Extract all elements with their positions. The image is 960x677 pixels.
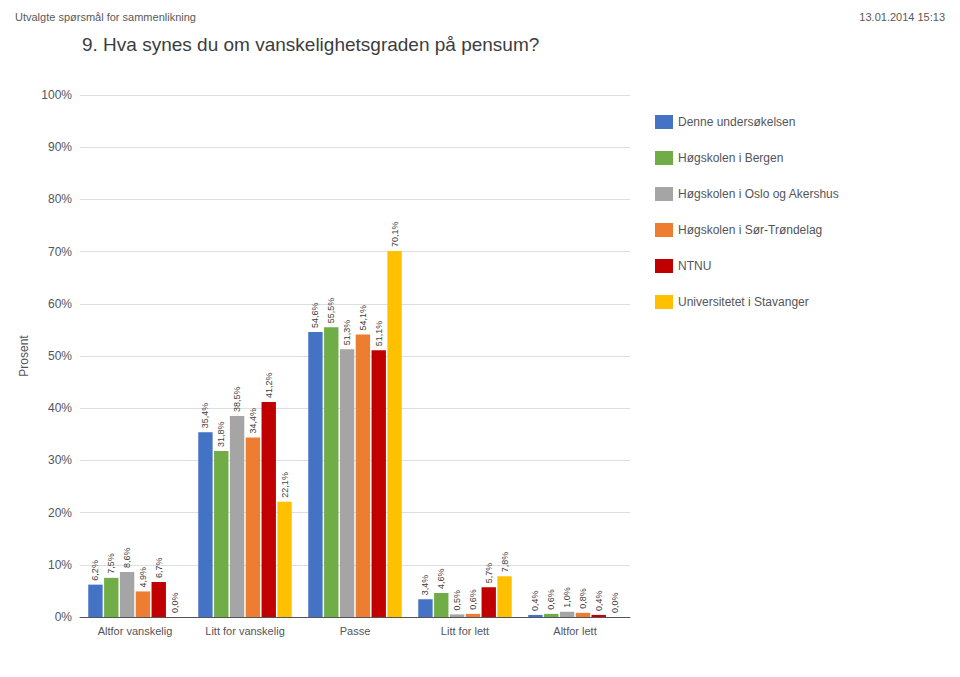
- svg-text:Universitetet i Stavanger: Universitetet i Stavanger: [678, 295, 809, 309]
- svg-text:55,5%: 55,5%: [326, 298, 336, 324]
- svg-text:Litt for vanskelig: Litt for vanskelig: [205, 625, 284, 637]
- svg-text:40%: 40%: [48, 401, 72, 415]
- svg-text:7,8%: 7,8%: [500, 552, 510, 573]
- svg-text:0,6%: 0,6%: [468, 589, 478, 610]
- svg-text:Utvalgte spørsmål for sammenli: Utvalgte spørsmål for sammenlikning: [15, 11, 196, 23]
- svg-text:Passe: Passe: [340, 625, 371, 637]
- svg-text:0,0%: 0,0%: [170, 592, 180, 613]
- svg-text:70%: 70%: [48, 245, 72, 259]
- svg-text:4,9%: 4,9%: [138, 567, 148, 588]
- svg-text:41,2%: 41,2%: [264, 372, 274, 398]
- svg-text:Altfor lett: Altfor lett: [553, 625, 596, 637]
- svg-text:Denne undersøkelsen: Denne undersøkelsen: [678, 115, 795, 129]
- svg-text:Litt for lett: Litt for lett: [441, 625, 489, 637]
- svg-text:10%: 10%: [48, 558, 72, 572]
- svg-text:51,1%: 51,1%: [374, 321, 384, 347]
- svg-text:54,6%: 54,6%: [310, 302, 320, 328]
- svg-text:Altfor vanskelig: Altfor vanskelig: [98, 625, 173, 637]
- svg-text:51,3%: 51,3%: [342, 320, 352, 346]
- svg-text:34,4%: 34,4%: [248, 408, 258, 434]
- svg-text:70,1%: 70,1%: [390, 222, 400, 248]
- svg-text:90%: 90%: [48, 140, 72, 154]
- svg-text:0,6%: 0,6%: [546, 589, 556, 610]
- svg-text:35,4%: 35,4%: [200, 403, 210, 429]
- svg-text:38,5%: 38,5%: [232, 386, 242, 412]
- svg-text:3,4%: 3,4%: [420, 575, 430, 596]
- svg-text:20%: 20%: [48, 506, 72, 520]
- svg-text:0%: 0%: [55, 610, 73, 624]
- svg-text:NTNU: NTNU: [678, 259, 711, 273]
- svg-text:0,8%: 0,8%: [578, 588, 588, 609]
- svg-text:30%: 30%: [48, 453, 72, 467]
- svg-text:100%: 100%: [41, 88, 72, 102]
- svg-text:Prosent: Prosent: [17, 335, 31, 377]
- svg-text:0,0%: 0,0%: [610, 592, 620, 613]
- svg-text:31,8%: 31,8%: [216, 421, 226, 447]
- svg-text:0,4%: 0,4%: [530, 590, 540, 611]
- svg-text:0,4%: 0,4%: [594, 590, 604, 611]
- svg-text:6,7%: 6,7%: [154, 558, 164, 579]
- svg-text:60%: 60%: [48, 297, 72, 311]
- svg-text:80%: 80%: [48, 192, 72, 206]
- svg-text:0,5%: 0,5%: [452, 590, 462, 611]
- svg-text:6,2%: 6,2%: [90, 560, 100, 581]
- svg-text:8,6%: 8,6%: [122, 548, 132, 569]
- svg-text:1,0%: 1,0%: [562, 587, 572, 608]
- svg-text:22,1%: 22,1%: [280, 472, 290, 498]
- svg-text:50%: 50%: [48, 349, 72, 363]
- svg-text:Høgskolen i Bergen: Høgskolen i Bergen: [678, 151, 783, 165]
- svg-text:54,1%: 54,1%: [358, 305, 368, 331]
- svg-text:Høgskolen i Oslo og Akershus: Høgskolen i Oslo og Akershus: [678, 187, 839, 201]
- svg-text:13.01.2014 15:13: 13.01.2014 15:13: [859, 11, 945, 23]
- svg-text:4,6%: 4,6%: [436, 568, 446, 589]
- svg-text:9. Hva synes du om vanskelighe: 9. Hva synes du om vanskelighetsgraden p…: [82, 34, 539, 55]
- svg-text:7,5%: 7,5%: [106, 553, 116, 574]
- svg-text:5,7%: 5,7%: [484, 563, 494, 584]
- svg-text:Høgskolen i Sør-Trøndelag: Høgskolen i Sør-Trøndelag: [678, 223, 822, 237]
